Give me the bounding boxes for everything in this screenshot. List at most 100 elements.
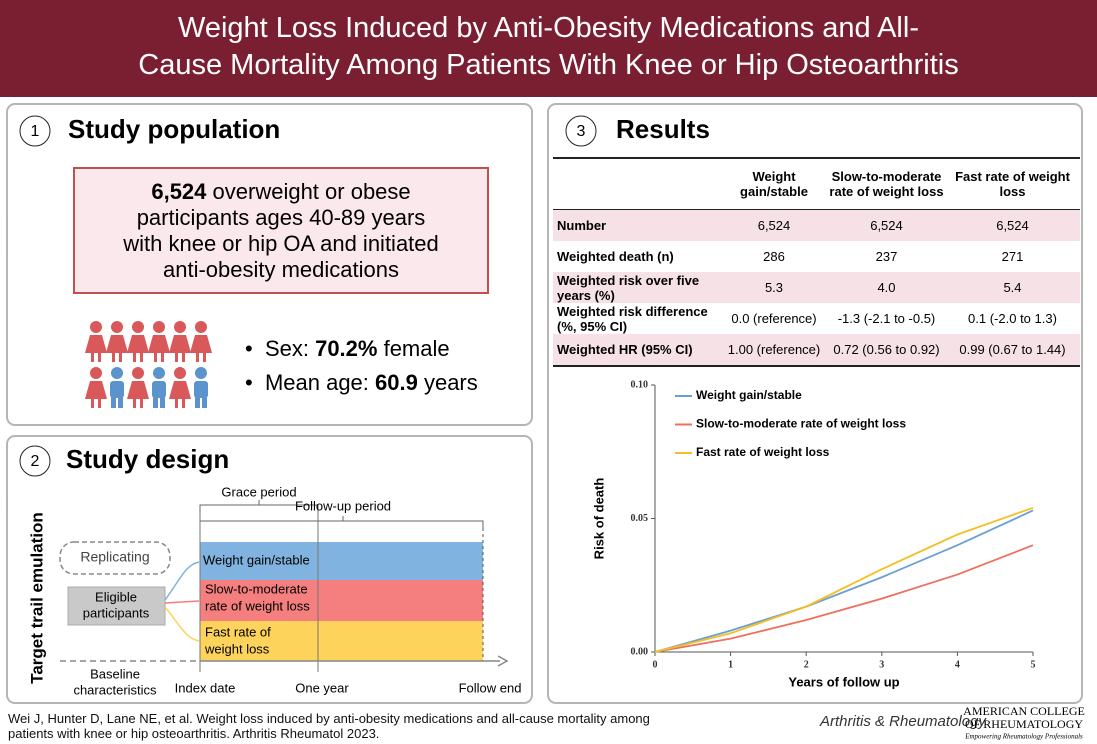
table-cell: 0.72 (0.56 to 0.92) bbox=[828, 334, 945, 367]
number-circle bbox=[19, 115, 51, 147]
value: 70.2% bbox=[315, 336, 378, 361]
table-row: Weighted risk over five years (%) 5.3 4.0 5… bbox=[553, 272, 1080, 303]
box-line: with knee or hip OA and initiated bbox=[123, 231, 439, 256]
legend-label: Weight gain/stable bbox=[696, 388, 802, 402]
table-cell: 271 bbox=[1001, 249, 1024, 264]
table-row: Weighted risk difference (%, 95% CI) 0.0 … bbox=[553, 303, 1080, 334]
table-row: Number 6,524 6,524 6,524 bbox=[553, 209, 1080, 241]
series-line bbox=[654, 506, 1034, 653]
series-line bbox=[654, 544, 1034, 653]
panel-number: 2 bbox=[31, 453, 40, 470]
table-cell: Number bbox=[553, 209, 720, 241]
arrow-head bbox=[497, 655, 509, 667]
box-line: 6,524 overweight or obese bbox=[75, 179, 487, 205]
header-cell: Slow-to-moderate rate of weight loss bbox=[828, 157, 945, 210]
series-line bbox=[654, 509, 1034, 653]
arrow bbox=[164, 606, 200, 642]
table-cell: -1.3 (-2.1 to -0.5) bbox=[837, 311, 936, 326]
panel-number: 1 bbox=[31, 123, 40, 140]
label: Baseline bbox=[90, 666, 140, 681]
table-cell: 1.00 (reference) bbox=[720, 334, 828, 367]
journal: Arthritis & Rheumatology bbox=[819, 713, 987, 730]
table-cell: 4.0 bbox=[828, 272, 945, 303]
results-table: Weight gain/stable Slow-to-moderate rate … bbox=[553, 157, 1080, 367]
table-cell: 6,524 bbox=[720, 209, 828, 241]
group-bar bbox=[200, 542, 483, 580]
header-cell bbox=[553, 157, 720, 210]
arrow bbox=[164, 561, 200, 601]
box-line: anti-obesity medications bbox=[162, 257, 399, 282]
text: female bbox=[377, 336, 450, 361]
panel-heading: Study design bbox=[66, 444, 229, 474]
x-tick-label: 2 bbox=[804, 659, 809, 670]
group-label: weight loss bbox=[204, 641, 270, 656]
table-cell: 286 bbox=[763, 249, 785, 264]
label: Follow-up period bbox=[295, 498, 391, 513]
table-cell: 0.1 (-2.0 to 1.3) bbox=[968, 311, 1057, 326]
table-row: Weighted death (n) 286 237 271 bbox=[553, 241, 1080, 272]
panel-number: 3 bbox=[577, 123, 586, 140]
label: participants bbox=[83, 605, 150, 620]
group-label: rate of weight loss bbox=[205, 598, 310, 613]
legend-label: Fast rate of weight loss bbox=[696, 445, 830, 459]
x-tick-label: 1 bbox=[728, 659, 733, 670]
label: One year bbox=[295, 680, 349, 695]
number-circle bbox=[565, 115, 597, 147]
group-label: Weight gain/stable bbox=[203, 552, 310, 567]
x-tick-label: 0 bbox=[653, 659, 658, 670]
table-cell: Weighted death (n) bbox=[557, 249, 674, 264]
text: years bbox=[417, 370, 478, 395]
header-cell: Weight gain/stable bbox=[720, 157, 828, 210]
people-icons bbox=[85, 321, 212, 408]
label: Grace period bbox=[221, 484, 296, 499]
group-bar bbox=[200, 580, 483, 621]
table-cell: 6,524 bbox=[828, 209, 945, 241]
header: Weight Loss Induced by Anti-Obesity Medi… bbox=[0, 0, 1097, 97]
panel-heading: Study population bbox=[68, 114, 280, 144]
table-cell: 5.4 bbox=[945, 272, 1080, 303]
group-bar bbox=[200, 621, 483, 661]
label: Follow end bbox=[459, 680, 522, 695]
x-tick-label: 5 bbox=[1031, 659, 1036, 670]
citation: Wei J, Hunter D, Lane NE, et al. Weight … bbox=[8, 711, 650, 726]
number-circle bbox=[19, 445, 51, 477]
group-label: Fast rate of bbox=[205, 624, 271, 639]
bullet: • Mean age: 60.9 years bbox=[245, 370, 478, 395]
title-line: Weight Loss Induced by Anti-Obesity Medi… bbox=[178, 12, 919, 44]
y-axis-label: Risk of death bbox=[591, 478, 606, 560]
table-row: Weighted HR (95% CI) 1.00 (reference) 0.72… bbox=[553, 334, 1080, 367]
bullet: • Sex: 70.2% female bbox=[245, 336, 450, 361]
bracket bbox=[199, 500, 319, 512]
arrow bbox=[164, 600, 200, 604]
label: Index date bbox=[175, 680, 236, 695]
x-tick-label: 3 bbox=[879, 659, 884, 670]
title-line: Cause Mortality Among Patients With Knee… bbox=[138, 49, 959, 81]
panel-heading: Results bbox=[616, 114, 710, 144]
replicating-box bbox=[59, 541, 171, 575]
table-cell: 0.99 (0.67 to 1.44) bbox=[945, 334, 1080, 367]
table-cell: Weighted risk over five years (%) bbox=[553, 272, 720, 303]
y-tick-label: 0.10 bbox=[631, 379, 649, 390]
y-tick-label: 0.05 bbox=[631, 513, 649, 524]
table-cell: 237 bbox=[875, 249, 898, 264]
table-cell: 5.3 bbox=[720, 272, 828, 303]
side-label: Target trail emulation bbox=[27, 512, 46, 684]
legend-label: Slow-to-moderate rate of weight loss bbox=[696, 417, 906, 431]
x-axis-label: Years of follow up bbox=[788, 674, 899, 689]
header-row: Weight gain/stable Slow-to-moderate rate … bbox=[553, 157, 1080, 210]
table-cell: 6,524 bbox=[945, 209, 1080, 241]
table-cell: Weighted HR (95% CI) bbox=[553, 334, 720, 367]
table-cell: Weighted risk difference (%, 95% CI) bbox=[557, 303, 708, 334]
table-cell: 0.0 (reference) bbox=[731, 311, 817, 326]
citation: patients with knee or hip osteoarthritis… bbox=[8, 726, 380, 741]
value: 60.9 bbox=[375, 370, 418, 395]
text: Mean age: bbox=[264, 370, 376, 395]
eligible-box bbox=[67, 586, 166, 626]
text: overweight or obese bbox=[212, 179, 411, 204]
panel bbox=[547, 103, 1083, 704]
group-label: Slow-to-moderate bbox=[205, 581, 308, 596]
label: Eligible bbox=[95, 589, 137, 604]
header-cell: Fast rate of weight loss bbox=[945, 157, 1080, 210]
